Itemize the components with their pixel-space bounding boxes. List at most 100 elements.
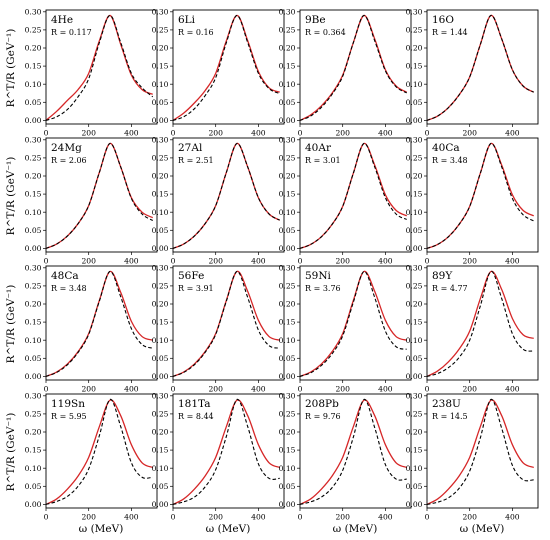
panel-r-label: R = 8.44: [178, 412, 214, 421]
x-tick-label: 0: [44, 257, 49, 266]
x-tick-label: 400: [251, 513, 266, 522]
y-tick-label: 0.15: [152, 446, 169, 455]
y-tick-label: 0.20: [25, 428, 42, 437]
x-tick-label: 200: [208, 257, 223, 266]
y-tick-label: 0.25: [406, 26, 423, 35]
panel-119Sn: 0.00 0.05 0.10 0.15 0.20 0.25 0.30 0 200 400 119Sn…: [25, 391, 158, 522]
panel-r-label: R = 14.5: [432, 412, 468, 421]
y-tick-label: 0.10: [279, 80, 296, 89]
x-tick-label: 0: [298, 257, 303, 266]
series-solid-line: [45, 14, 153, 121]
panel-frame: [299, 137, 412, 253]
y-tick-label: 0.00: [152, 244, 169, 253]
y-tick-label: 0.20: [152, 428, 169, 437]
x-tick-label: 200: [462, 385, 477, 394]
y-tick-label: 0.00: [279, 244, 296, 253]
y-tick-label: 0.10: [152, 208, 169, 217]
y-tick-label: 0.30: [406, 135, 423, 144]
y-tick-label: 0.20: [406, 428, 423, 437]
panel-frame: [426, 9, 539, 125]
y-tick-label: 0.00: [25, 244, 42, 253]
y-tick-label: 0.00: [406, 244, 423, 253]
series-dashed-line: [426, 398, 534, 505]
x-tick-label: 200: [335, 385, 350, 394]
x-tick-label: 200: [335, 257, 350, 266]
y-tick-label: 0.30: [25, 135, 42, 144]
x-axis-label-col-0: ω (MeV): [79, 523, 124, 535]
panel-frame: [299, 393, 412, 509]
panel-r-label: R = 2.51: [178, 156, 214, 165]
y-tick-label: 0.10: [406, 464, 423, 473]
x-tick-label: 400: [124, 129, 139, 138]
x-tick-label: 400: [505, 129, 520, 138]
y-tick-label: 0.00: [25, 116, 42, 125]
y-tick-label: 0.25: [279, 154, 296, 163]
y-tick-label: 0.20: [152, 172, 169, 181]
y-tick-label: 0.15: [406, 318, 423, 327]
panel-r-label: R = 9.76: [305, 412, 341, 421]
series-dashed-line: [45, 14, 154, 121]
panel-r-label: R = 2.06: [51, 156, 87, 165]
panel-181Ta: 0.00 0.05 0.10 0.15 0.20 0.25 0.30 0 200 400 181Ta…: [152, 391, 285, 522]
series-dashed-line: [45, 270, 153, 377]
y-tick-label: 0.20: [279, 172, 296, 181]
y-tick-label: 0.10: [279, 208, 296, 217]
x-tick-label: 400: [378, 257, 393, 266]
x-tick-label: 400: [505, 385, 520, 394]
y-tick-label: 0.25: [25, 410, 42, 419]
y-tick-label: 0.00: [25, 500, 42, 509]
y-tick-label: 0.30: [406, 7, 423, 16]
y-tick-label: 0.15: [25, 190, 42, 199]
series-solid-line: [172, 399, 280, 505]
panel-frame: [172, 137, 285, 253]
panel-frame: [299, 9, 412, 125]
x-tick-label: 0: [425, 129, 430, 138]
series-dashed-line: [299, 398, 407, 505]
panel-title: 40Ca: [432, 142, 460, 154]
x-tick-label: 200: [462, 257, 477, 266]
x-tick-label: 200: [335, 513, 350, 522]
x-tick-label: 200: [208, 513, 223, 522]
y-tick-label: 0.00: [25, 372, 42, 381]
y-tick-label: 0.30: [279, 7, 296, 16]
y-tick-label: 0.20: [25, 300, 42, 309]
panel-title: 27Al: [178, 142, 203, 154]
series-dashed-line: [426, 270, 534, 377]
y-tick-label: 0.10: [279, 464, 296, 473]
panel-frame: [172, 9, 285, 125]
y-tick-label: 0.10: [25, 208, 42, 217]
x-tick-label: 200: [462, 513, 477, 522]
panel-title: 119Sn: [51, 398, 85, 410]
y-tick-label: 0.00: [152, 116, 169, 125]
y-tick-label: 0.15: [25, 446, 42, 455]
y-tick-label: 0.30: [152, 135, 169, 144]
y-tick-label: 0.05: [25, 226, 42, 235]
series-solid-line: [45, 399, 153, 505]
x-tick-label: 200: [81, 257, 96, 266]
x-tick-label: 0: [298, 385, 303, 394]
y-tick-label: 0.30: [152, 263, 169, 272]
y-tick-label: 0.15: [406, 62, 423, 71]
y-tick-label: 0.30: [279, 263, 296, 272]
y-tick-label: 0.20: [406, 300, 423, 309]
x-tick-label: 0: [44, 385, 49, 394]
panel-frame: [45, 393, 158, 509]
y-tick-label: 0.15: [25, 318, 42, 327]
x-axis-label-col-3: ω (MeV): [460, 523, 505, 535]
y-tick-label: 0.00: [279, 500, 296, 509]
panel-frame: [426, 137, 539, 253]
panel-title: 48Ca: [51, 270, 79, 282]
y-tick-label: 0.15: [25, 62, 42, 71]
y-tick-label: 0.10: [152, 336, 169, 345]
x-tick-label: 400: [124, 257, 139, 266]
panel-r-label: R = 3.76: [305, 284, 341, 293]
x-tick-label: 0: [44, 513, 49, 522]
y-tick-label: 0.25: [406, 410, 423, 419]
y-tick-label: 0.05: [406, 482, 423, 491]
panel-89Y: 0.00 0.05 0.10 0.15 0.20 0.25 0.30 0 200 400 89Y R …: [406, 263, 539, 394]
series-dashed-line: [172, 14, 280, 121]
panel-48Ca: 0.00 0.05 0.10 0.15 0.20 0.25 0.30 0 200 400 48Ca R…: [25, 263, 158, 394]
panel-r-label: R = 4.77: [432, 284, 468, 293]
x-tick-label: 400: [378, 129, 393, 138]
y-tick-label: 0.05: [152, 354, 169, 363]
